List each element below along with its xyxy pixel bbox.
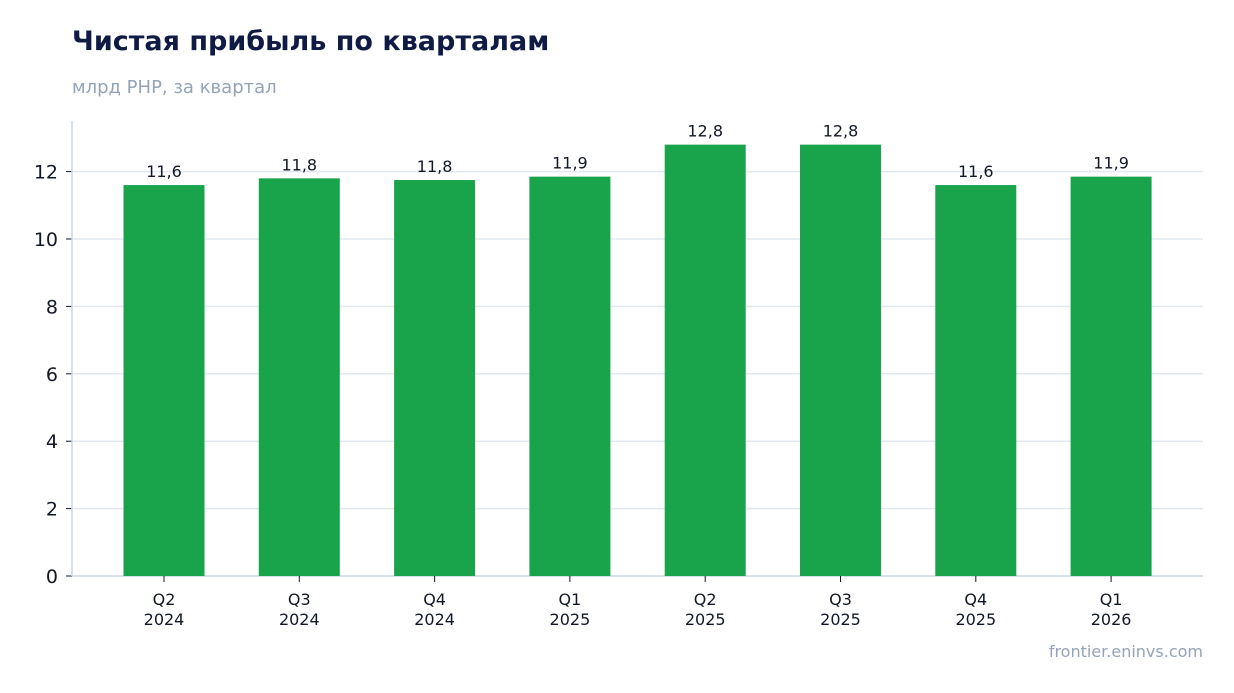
x-tick-label: Q2 — [153, 590, 176, 609]
x-tick-label: 2024 — [279, 610, 320, 629]
data-label: 11,6 — [958, 162, 994, 181]
bar — [529, 176, 611, 576]
x-tick-label: Q4 — [423, 590, 446, 609]
chart-subtitle: млрд РНР, за квартал — [72, 77, 277, 98]
data-label: 12,8 — [687, 122, 723, 141]
data-label: 11,9 — [552, 154, 588, 173]
x-tick-label: Q2 — [694, 590, 717, 609]
y-tick-label: 6 — [46, 364, 58, 386]
x-tick-label: 2024 — [414, 610, 455, 629]
x-tick-label: 2025 — [685, 610, 726, 629]
source-label: frontier.eninvs.com — [1048, 642, 1203, 661]
chart-title: Чистая прибыль по кварталам — [72, 26, 550, 57]
x-tick-label: 2025 — [550, 610, 591, 629]
x-tick-label: Q3 — [829, 590, 852, 609]
bar — [800, 144, 881, 576]
x-tick-label: Q4 — [964, 590, 987, 609]
bar — [1070, 176, 1152, 576]
y-tick-label: 0 — [46, 566, 58, 588]
x-tick-label: 2025 — [820, 610, 861, 629]
data-label: 11,8 — [417, 157, 453, 176]
bar — [935, 185, 1017, 576]
x-tick-label: Q3 — [288, 590, 311, 609]
y-tick-label: 12 — [34, 162, 58, 184]
x-tick-label: 2024 — [144, 610, 185, 629]
y-tick-label: 2 — [46, 499, 58, 521]
data-label: 11,8 — [281, 155, 317, 174]
x-tick-label: 2025 — [955, 610, 996, 629]
x-tick-label: Q1 — [1100, 590, 1123, 609]
bar — [258, 178, 340, 576]
x-tick-label: 2026 — [1091, 610, 1132, 629]
data-label: 12,8 — [823, 122, 859, 141]
data-label: 11,9 — [1093, 154, 1129, 173]
bar — [123, 185, 205, 576]
y-tick-label: 4 — [46, 431, 58, 453]
data-label: 11,6 — [146, 162, 182, 181]
bar — [394, 180, 476, 576]
y-tick-label: 8 — [46, 296, 58, 318]
y-tick-label: 10 — [34, 229, 58, 251]
x-tick-label: Q1 — [559, 590, 582, 609]
bar — [664, 144, 746, 576]
